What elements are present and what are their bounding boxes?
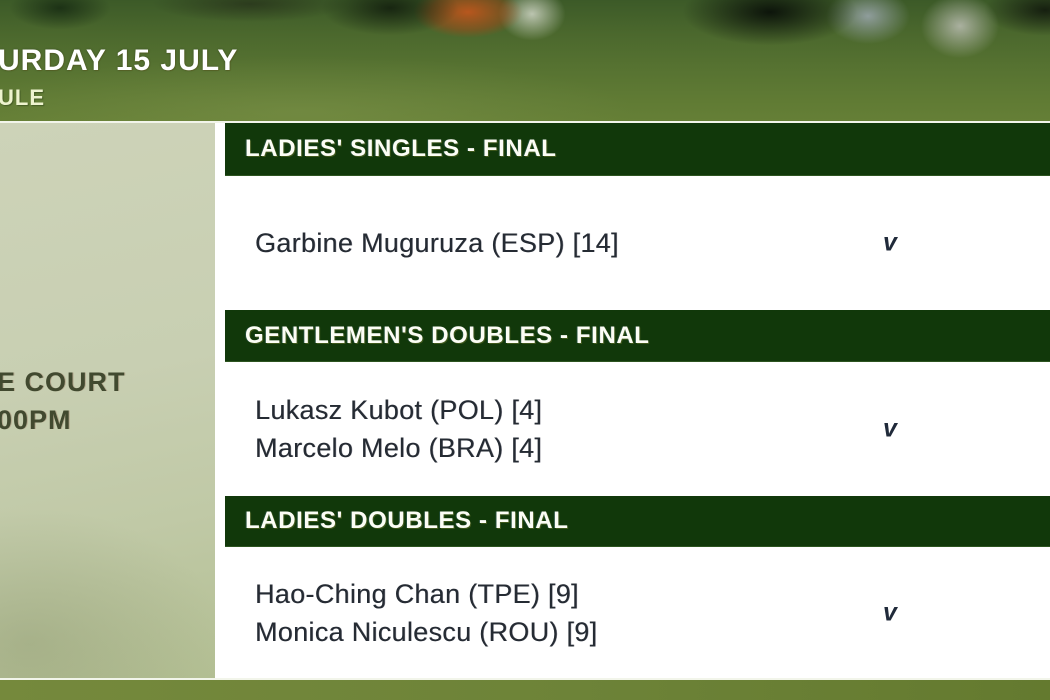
section-header-label: LADIES' SINGLES - FINAL bbox=[245, 135, 557, 162]
section-header-label: LADIES' DOUBLES - FINAL bbox=[245, 507, 569, 534]
match-row: Garbine Muguruza (ESP) [14] v bbox=[225, 176, 1050, 310]
player-name: Garbine Muguruza (ESP) [14] bbox=[255, 228, 619, 258]
player-name: Hao-Ching Chan (TPE) [9] bbox=[255, 578, 579, 609]
player-name: Lukasz Kubot (POL) [4] bbox=[255, 395, 543, 425]
court-panel: E COURT 00PM bbox=[0, 123, 215, 678]
match-row: Hao-Ching Chan (TPE) [9] Monica Niculesc… bbox=[225, 547, 1050, 678]
schedule-content: E COURT 00PM LADIES' SINGLES - FINAL Gar… bbox=[0, 123, 1050, 678]
player-name: Monica Niculescu (ROU) [9] bbox=[255, 616, 598, 647]
versus-label: v bbox=[883, 228, 897, 257]
match-row: Lukasz Kubot (POL) [4] Marcelo Melo (BRA… bbox=[225, 362, 1050, 496]
hero-photo: URDAY 15 JULY ULE bbox=[0, 0, 1050, 123]
versus-label: v bbox=[883, 598, 897, 626]
court-start-time: 00PM bbox=[0, 404, 72, 435]
page-title: URDAY 15 JULY bbox=[0, 44, 239, 77]
page-subtitle: ULE bbox=[0, 85, 45, 110]
section-header-gentlemens-doubles: GENTLEMEN'S DOUBLES - FINAL bbox=[225, 310, 1050, 362]
bottom-bar bbox=[0, 678, 1050, 700]
section-header-label: GENTLEMEN'S DOUBLES - FINAL bbox=[245, 321, 650, 349]
player-name: Marcelo Melo (BRA) [4] bbox=[255, 433, 543, 463]
section-header-ladies-doubles: LADIES' DOUBLES - FINAL bbox=[225, 496, 1050, 547]
match-schedule: LADIES' SINGLES - FINAL Garbine Muguruza… bbox=[225, 123, 1050, 678]
court-name: E COURT bbox=[0, 366, 126, 397]
versus-label: v bbox=[883, 414, 897, 443]
section-header-ladies-singles: LADIES' SINGLES - FINAL bbox=[225, 123, 1050, 176]
